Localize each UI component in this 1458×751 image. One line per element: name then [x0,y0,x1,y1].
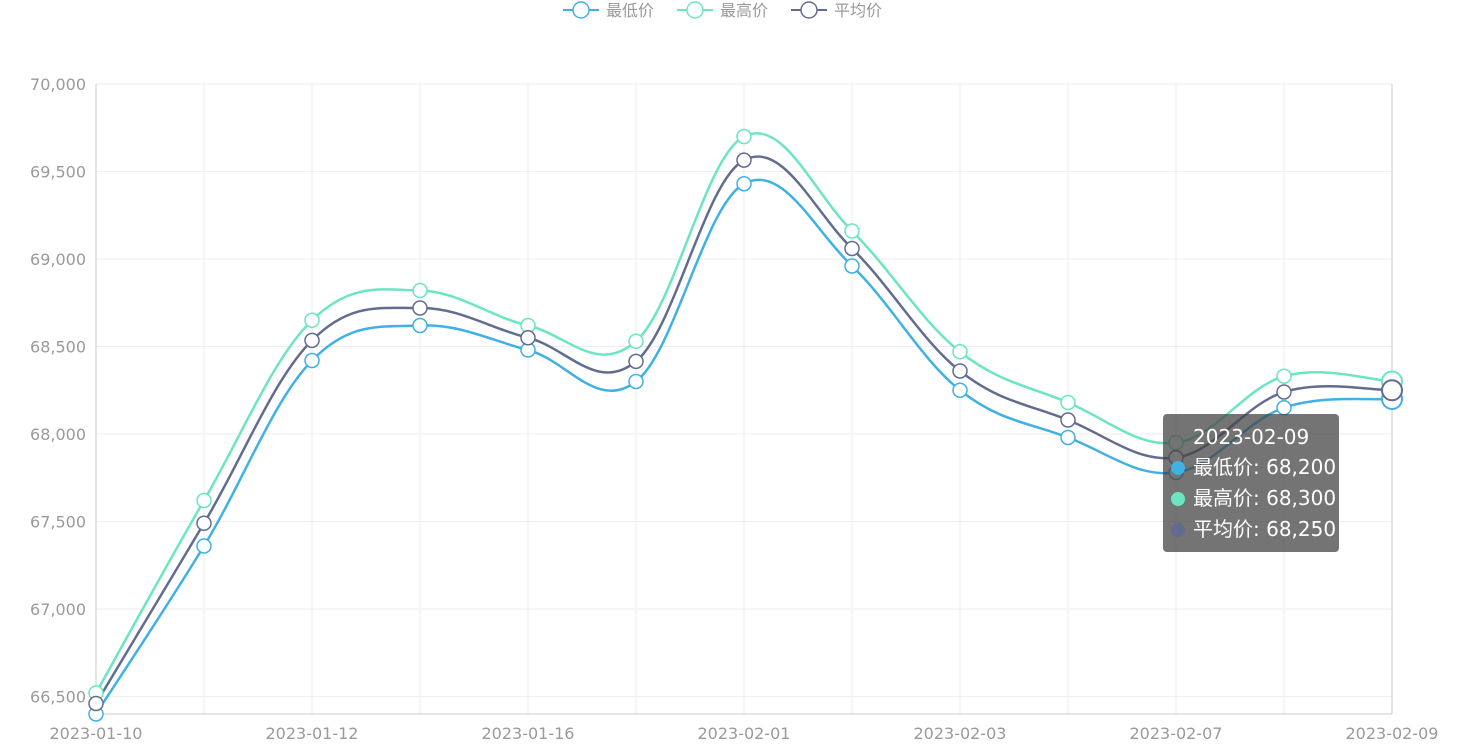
data-point-avg[interactable] [412,300,428,316]
data-point-avg[interactable] [520,330,536,346]
data-point-low[interactable] [844,258,860,274]
tooltip-low-label: 最低价: 68,200 [1193,455,1337,479]
data-point-high[interactable] [1276,368,1292,384]
legend-label-avg: 平均价 [834,1,882,20]
data-point-avg[interactable] [844,240,860,257]
data-point-avg[interactable] [304,332,320,349]
data-point-avg[interactable] [952,363,968,379]
series-line-high [94,132,1393,694]
tooltip-dot-avg [1171,522,1185,537]
data-point-avg[interactable] [628,353,644,370]
data-point-low[interactable] [304,352,320,369]
data-point-high[interactable] [412,282,428,299]
series-line-avg [94,155,1393,705]
legend-label-high: 最高价 [720,1,768,20]
series-line-low [94,178,1393,715]
data-point-avg[interactable] [88,695,104,712]
tooltip-high-label: 最高价: 68,300 [1193,486,1337,510]
legend-item-low[interactable]: 最低价 [563,1,654,20]
x-tick-label: 2023-02-03 [914,724,1007,743]
legend-label-low: 最低价 [606,1,654,20]
data-point-avg[interactable] [1060,412,1076,428]
tooltip-title: 2023-02-09 [1193,425,1310,449]
y-tick-label: 67,500 [30,513,86,532]
data-point-low[interactable] [952,382,968,398]
legend-item-avg[interactable]: 平均价 [791,1,882,20]
x-tick-label: 2023-02-07 [1130,724,1223,743]
x-tick-label: 2023-01-12 [266,724,359,743]
y-tick-label: 67,000 [30,600,86,619]
x-tick-label: 2023-01-10 [50,724,143,743]
data-point-high[interactable] [628,333,644,349]
data-point-low[interactable] [1276,400,1292,416]
data-point-avg[interactable] [736,152,752,168]
data-point-high[interactable] [196,492,212,509]
data-point-low[interactable] [412,317,428,334]
data-point-high[interactable] [304,312,320,328]
data-point-avg[interactable] [1381,379,1403,402]
y-tick-label: 70,000 [30,75,86,94]
x-tick-label: 2023-01-16 [482,724,575,743]
x-tick-label: 2023-02-01 [698,724,791,743]
y-tick-label: 68,000 [30,425,86,444]
data-point-high[interactable] [736,128,752,145]
legend-marker-avg [800,1,818,19]
y-tick-label: 69,000 [30,250,86,269]
chart-tooltip: 2023-02-09 最低价: 68,200 最高价: 68,300 平均价: … [1163,414,1339,552]
y-tick-label: 68,500 [30,338,86,357]
data-point-low[interactable] [736,176,752,192]
legend-marker-low [572,1,590,19]
y-tick-label: 66,500 [30,688,86,707]
legend-item-high[interactable]: 最高价 [677,1,768,20]
tooltip-row-avg: 平均价: 68,250 [1171,514,1339,545]
tooltip-dot-high [1171,491,1185,506]
data-point-avg[interactable] [196,515,212,531]
y-tick-label: 69,500 [30,163,86,182]
tooltip-avg-label: 平均价: 68,250 [1193,517,1337,541]
tooltip-row-low: 最低价: 68,200 [1171,452,1339,483]
legend-marker-high [686,1,704,19]
tooltip-row-high: 最高价: 68,300 [1171,483,1339,514]
data-point-high[interactable] [952,344,968,360]
x-tick-label: 2023-02-09 [1346,724,1439,743]
data-point-avg[interactable] [1276,384,1292,400]
data-point-low[interactable] [196,538,212,554]
data-point-low[interactable] [1060,429,1076,446]
data-point-low[interactable] [628,373,644,390]
data-point-high[interactable] [844,223,860,239]
tooltip-dot-low [1171,460,1185,475]
data-point-high[interactable] [1060,394,1076,411]
